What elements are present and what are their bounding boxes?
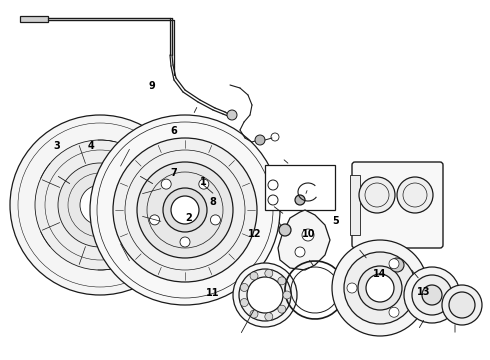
Circle shape	[389, 307, 399, 317]
Circle shape	[227, 110, 237, 120]
Circle shape	[240, 283, 248, 292]
Polygon shape	[278, 210, 330, 270]
Circle shape	[80, 185, 120, 225]
Circle shape	[247, 277, 283, 313]
FancyBboxPatch shape	[352, 162, 443, 248]
Circle shape	[149, 215, 160, 225]
Text: 8: 8	[210, 197, 217, 207]
Text: 13: 13	[417, 287, 431, 297]
Circle shape	[332, 240, 428, 336]
Circle shape	[239, 269, 291, 321]
Circle shape	[278, 277, 286, 285]
Text: 6: 6	[171, 126, 177, 136]
Circle shape	[449, 292, 475, 318]
Polygon shape	[265, 165, 335, 210]
Circle shape	[113, 138, 257, 282]
Polygon shape	[350, 175, 360, 235]
Circle shape	[397, 177, 433, 213]
Circle shape	[412, 275, 452, 315]
Circle shape	[295, 195, 305, 205]
Circle shape	[404, 267, 460, 323]
Circle shape	[90, 115, 280, 305]
Text: 12: 12	[248, 229, 262, 239]
Polygon shape	[20, 16, 48, 22]
Circle shape	[180, 237, 190, 247]
Text: 14: 14	[373, 269, 387, 279]
Circle shape	[240, 298, 248, 306]
Circle shape	[442, 285, 482, 325]
Circle shape	[58, 163, 142, 247]
Circle shape	[344, 252, 416, 324]
Circle shape	[358, 266, 402, 310]
Text: 3: 3	[53, 141, 60, 151]
Circle shape	[422, 285, 442, 305]
Circle shape	[161, 179, 171, 189]
Circle shape	[199, 179, 209, 189]
Circle shape	[210, 215, 221, 225]
Circle shape	[347, 283, 357, 293]
Circle shape	[163, 188, 207, 232]
Circle shape	[233, 263, 297, 327]
Circle shape	[171, 196, 199, 224]
Circle shape	[295, 247, 305, 257]
Circle shape	[283, 291, 291, 299]
Text: 7: 7	[171, 168, 177, 178]
Circle shape	[279, 224, 291, 236]
Text: 5: 5	[332, 216, 339, 226]
Text: 4: 4	[87, 141, 94, 151]
Circle shape	[255, 135, 265, 145]
Circle shape	[389, 259, 399, 269]
Circle shape	[390, 258, 404, 272]
Circle shape	[10, 115, 190, 295]
Circle shape	[137, 162, 233, 258]
Text: 2: 2	[185, 213, 192, 223]
Circle shape	[250, 310, 258, 318]
Circle shape	[278, 305, 286, 313]
Circle shape	[250, 272, 258, 280]
Circle shape	[265, 313, 273, 321]
Circle shape	[35, 140, 165, 270]
Text: 11: 11	[206, 288, 220, 298]
Text: 9: 9	[148, 81, 155, 91]
Text: 10: 10	[302, 229, 316, 239]
Circle shape	[265, 269, 273, 277]
Text: 1: 1	[200, 177, 207, 187]
Circle shape	[366, 274, 394, 302]
Circle shape	[359, 177, 395, 213]
Circle shape	[302, 229, 314, 241]
